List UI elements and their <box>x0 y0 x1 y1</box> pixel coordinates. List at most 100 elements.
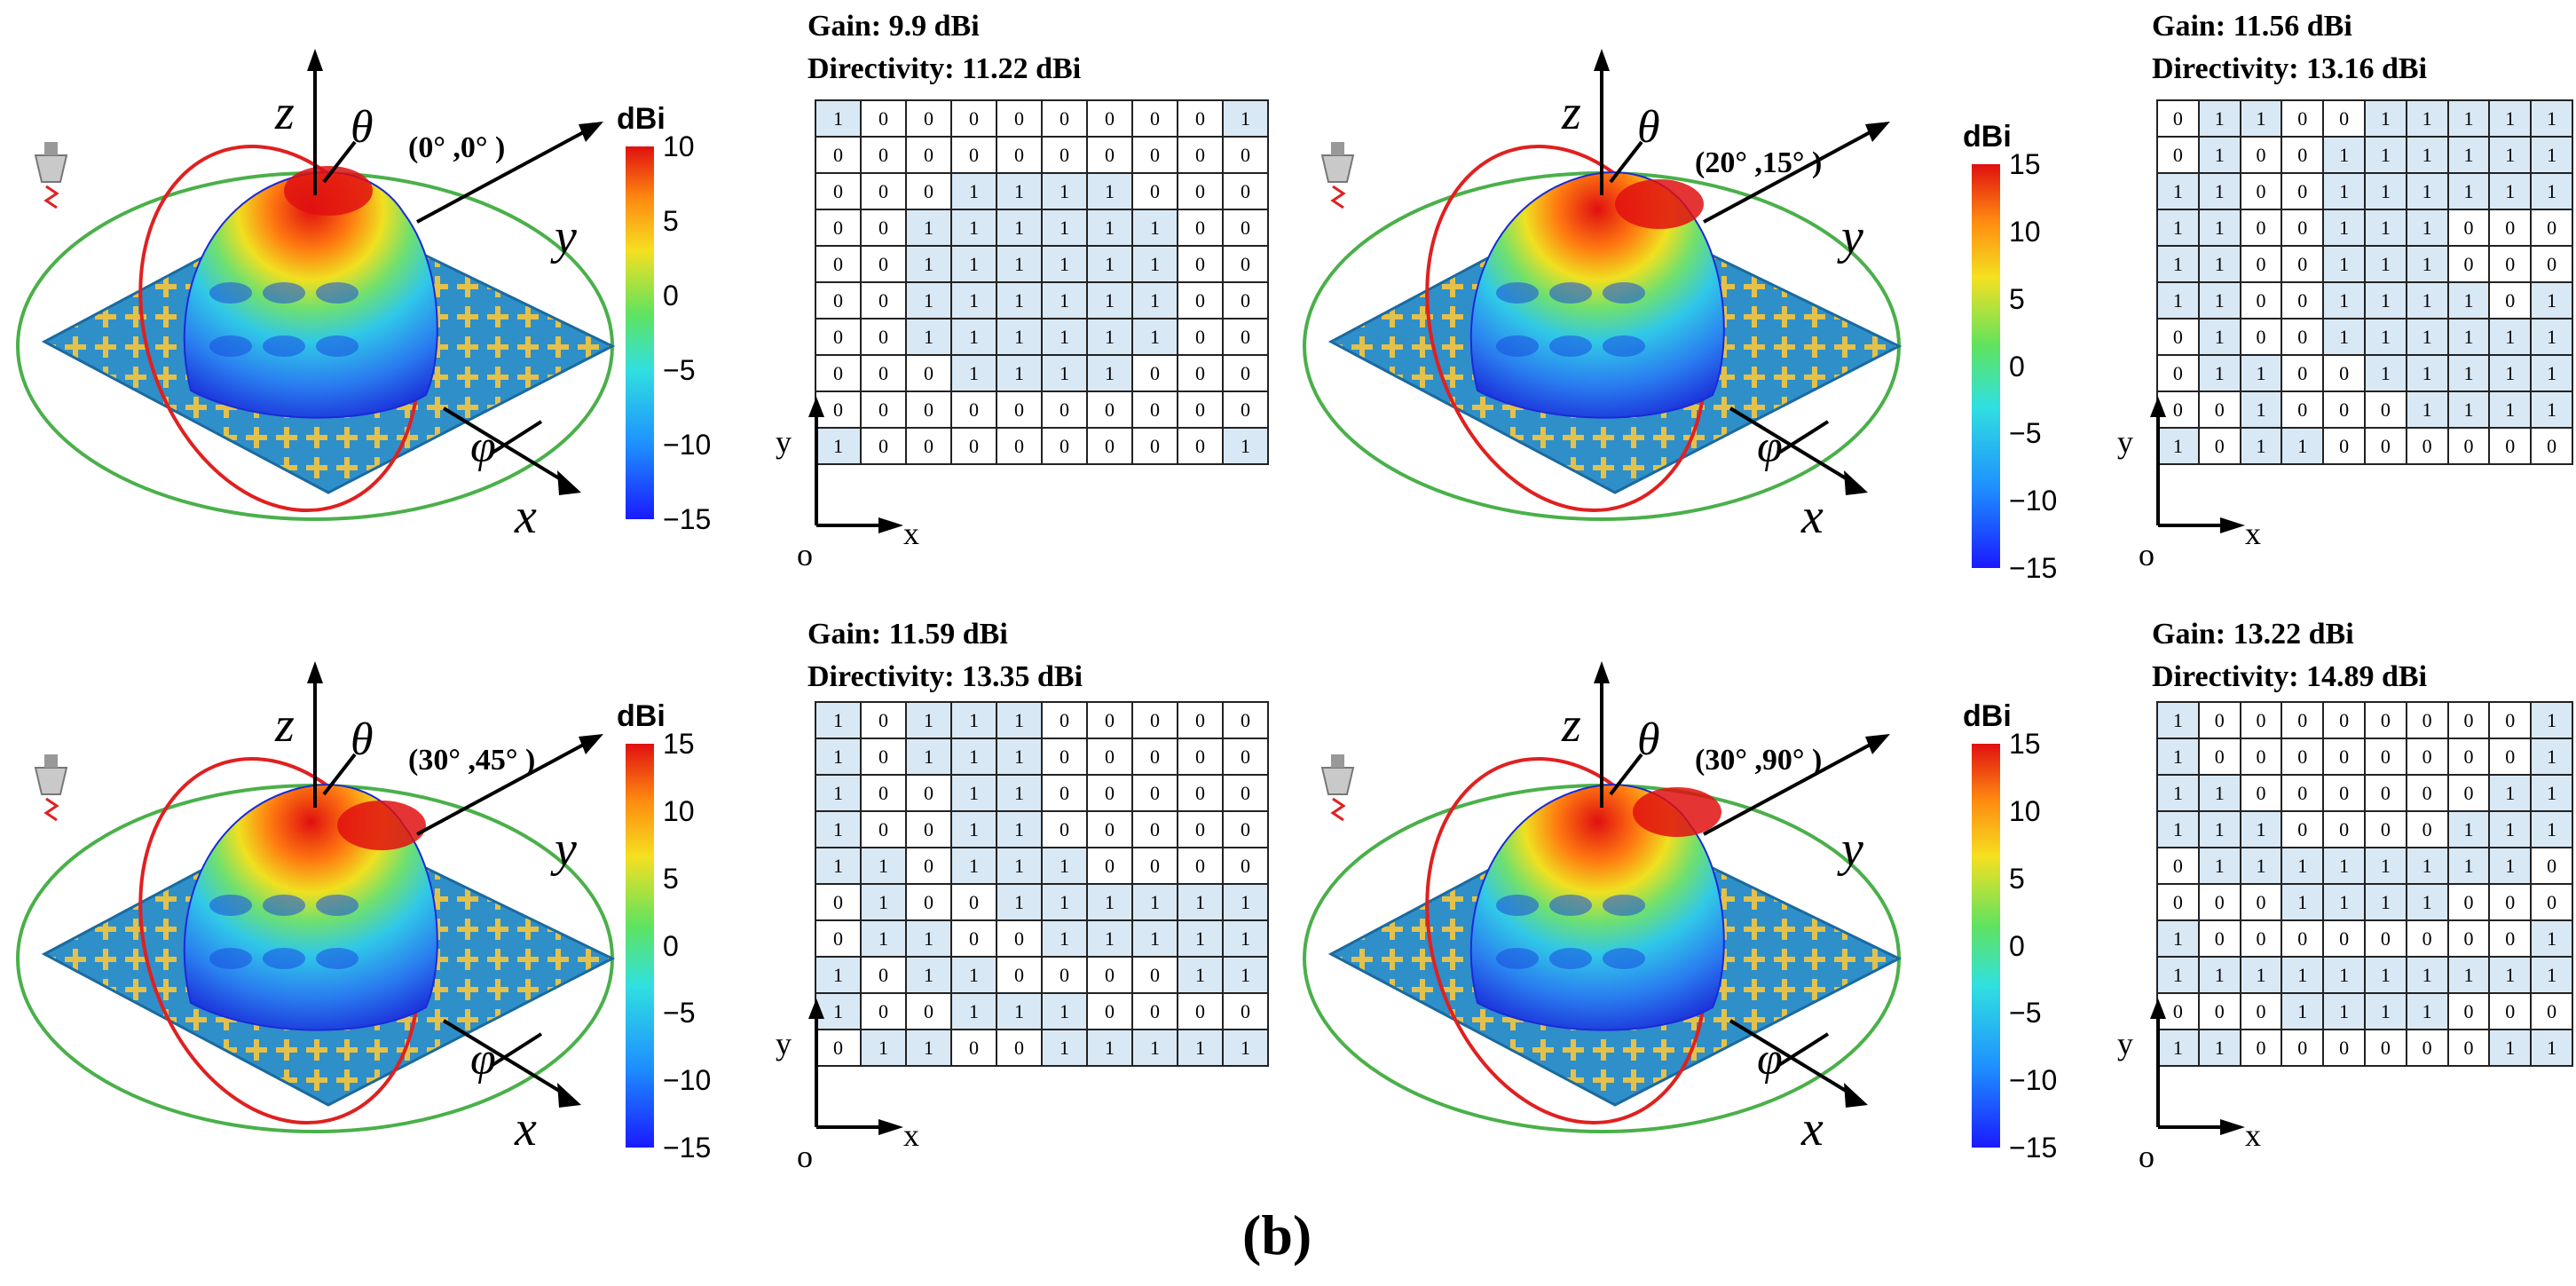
matrix-cell: 1 <box>905 318 952 356</box>
matrix-cell: 0 <box>815 1029 862 1067</box>
matrix-cell: 0 <box>996 1029 1043 1067</box>
matrix-cell: 0 <box>2488 738 2533 776</box>
lobe-ripple <box>209 895 252 916</box>
grid-x-label: x <box>2245 1117 2261 1153</box>
theta-label: θ <box>1637 714 1660 765</box>
matrix-cell: 1 <box>2405 281 2449 320</box>
matrix-cell: 0 <box>2322 810 2366 848</box>
y-axis-arrow <box>579 122 603 142</box>
matrix-cell: 0 <box>2281 209 2325 247</box>
matrix-cell: 1 <box>1131 209 1178 247</box>
matrix-cell: 1 <box>2530 318 2573 356</box>
matrix-cell: 0 <box>2197 919 2241 958</box>
matrix-cell: 1 <box>2197 847 2241 885</box>
matrix-cell: 0 <box>1177 318 1224 356</box>
matrix-cell: 0 <box>996 391 1043 429</box>
matrix-cell: 1 <box>2281 427 2325 465</box>
matrix-cell: 1 <box>1041 172 1088 210</box>
y-axis <box>1703 739 1878 836</box>
matrix-cell: 1 <box>2239 847 2283 885</box>
gain-label: Gain: 13.22 dBi <box>2152 618 2354 651</box>
lobe-ripple <box>1549 335 1592 357</box>
matrix-cell: 1 <box>905 209 952 247</box>
matrix-cell: 0 <box>1086 847 1133 885</box>
colorbar-tick: −5 <box>2009 997 2042 1030</box>
matrix-cell: 1 <box>2156 738 2200 776</box>
matrix-cell: 1 <box>2281 847 2325 885</box>
matrix-cell: 0 <box>905 136 952 174</box>
matrix-cell: 1 <box>2446 281 2491 320</box>
matrix-cell: 0 <box>2530 847 2573 885</box>
grid-x-arrow <box>2220 1119 2245 1135</box>
lobe-ripple <box>1496 335 1539 357</box>
matrix-cell: 0 <box>2446 992 2491 1030</box>
matrix-cell: 1 <box>2363 956 2407 994</box>
matrix-cell: 0 <box>2405 810 2449 848</box>
matrix-cell: 0 <box>1177 738 1224 776</box>
matrix-cell: 1 <box>2239 354 2283 392</box>
matrix-cell: 1 <box>905 1029 952 1067</box>
matrix-cell: 0 <box>1086 99 1133 138</box>
colorbar-tick: 5 <box>2009 862 2025 895</box>
grid-y-label: y <box>776 424 792 460</box>
matrix-cell: 0 <box>815 391 862 429</box>
matrix-cell: 0 <box>2363 774 2407 812</box>
phi-label: φ <box>1757 422 1783 472</box>
matrix-cell: 0 <box>2239 883 2283 921</box>
matrix-cell: 0 <box>996 956 1043 994</box>
matrix-cell: 0 <box>950 136 997 174</box>
matrix-cell: 0 <box>2197 738 2241 776</box>
matrix-cell: 0 <box>1222 245 1269 283</box>
matrix-cell: 1 <box>815 99 862 138</box>
lobe-ripple <box>1549 948 1592 969</box>
colorbar-tick: 15 <box>663 728 695 760</box>
matrix-cell: 0 <box>2446 919 2491 958</box>
matrix-cell: 1 <box>950 209 997 247</box>
colorbar-title: dBi <box>617 699 666 733</box>
grid-x-arrow <box>2220 517 2245 533</box>
matrix-cell: 0 <box>2281 919 2325 958</box>
matrix-cell: 0 <box>1177 427 1224 465</box>
matrix-cell: 0 <box>2363 738 2407 776</box>
matrix-cell: 1 <box>1131 281 1178 320</box>
colorbar-tick: 10 <box>663 794 695 827</box>
colorbar-gradient <box>626 744 654 1148</box>
grid-y-arrow <box>808 998 824 1019</box>
grid-x-label: x <box>903 516 919 551</box>
colorbar <box>1972 744 2000 1148</box>
matrix-cell: 0 <box>2363 919 2407 958</box>
matrix-cell: 0 <box>2239 738 2283 776</box>
matrix-cell: 1 <box>2363 136 2407 174</box>
matrix-cell: 0 <box>2322 919 2366 958</box>
grid-x-arrow <box>878 517 903 533</box>
matrix-cell: 1 <box>1177 919 1224 958</box>
matrix-cell: 0 <box>2281 245 2325 283</box>
matrix-cell: 0 <box>905 354 952 392</box>
matrix-cell: 1 <box>815 738 862 776</box>
matrix-cell: 0 <box>2488 701 2533 739</box>
matrix-cell: 0 <box>2363 1029 2407 1067</box>
matrix-cell: 0 <box>2197 883 2241 921</box>
matrix-cell: 0 <box>1177 391 1224 429</box>
matrix-cell: 0 <box>2488 919 2533 958</box>
phi-arrow <box>491 1032 543 1067</box>
matrix-cell: 0 <box>860 281 907 320</box>
matrix-cell: 1 <box>2530 136 2573 174</box>
matrix-cell: 0 <box>2363 391 2407 429</box>
matrix-cell: 1 <box>2488 172 2533 210</box>
matrix-cell: 1 <box>2488 847 2533 885</box>
matrix-cell: 1 <box>2405 391 2449 429</box>
y-axis-arrow <box>1865 734 1890 754</box>
matrix-cell: 1 <box>950 810 997 848</box>
matrix-cell: 1 <box>2488 810 2533 848</box>
matrix-cell: 0 <box>860 209 907 247</box>
matrix-cell: 1 <box>2405 847 2449 885</box>
